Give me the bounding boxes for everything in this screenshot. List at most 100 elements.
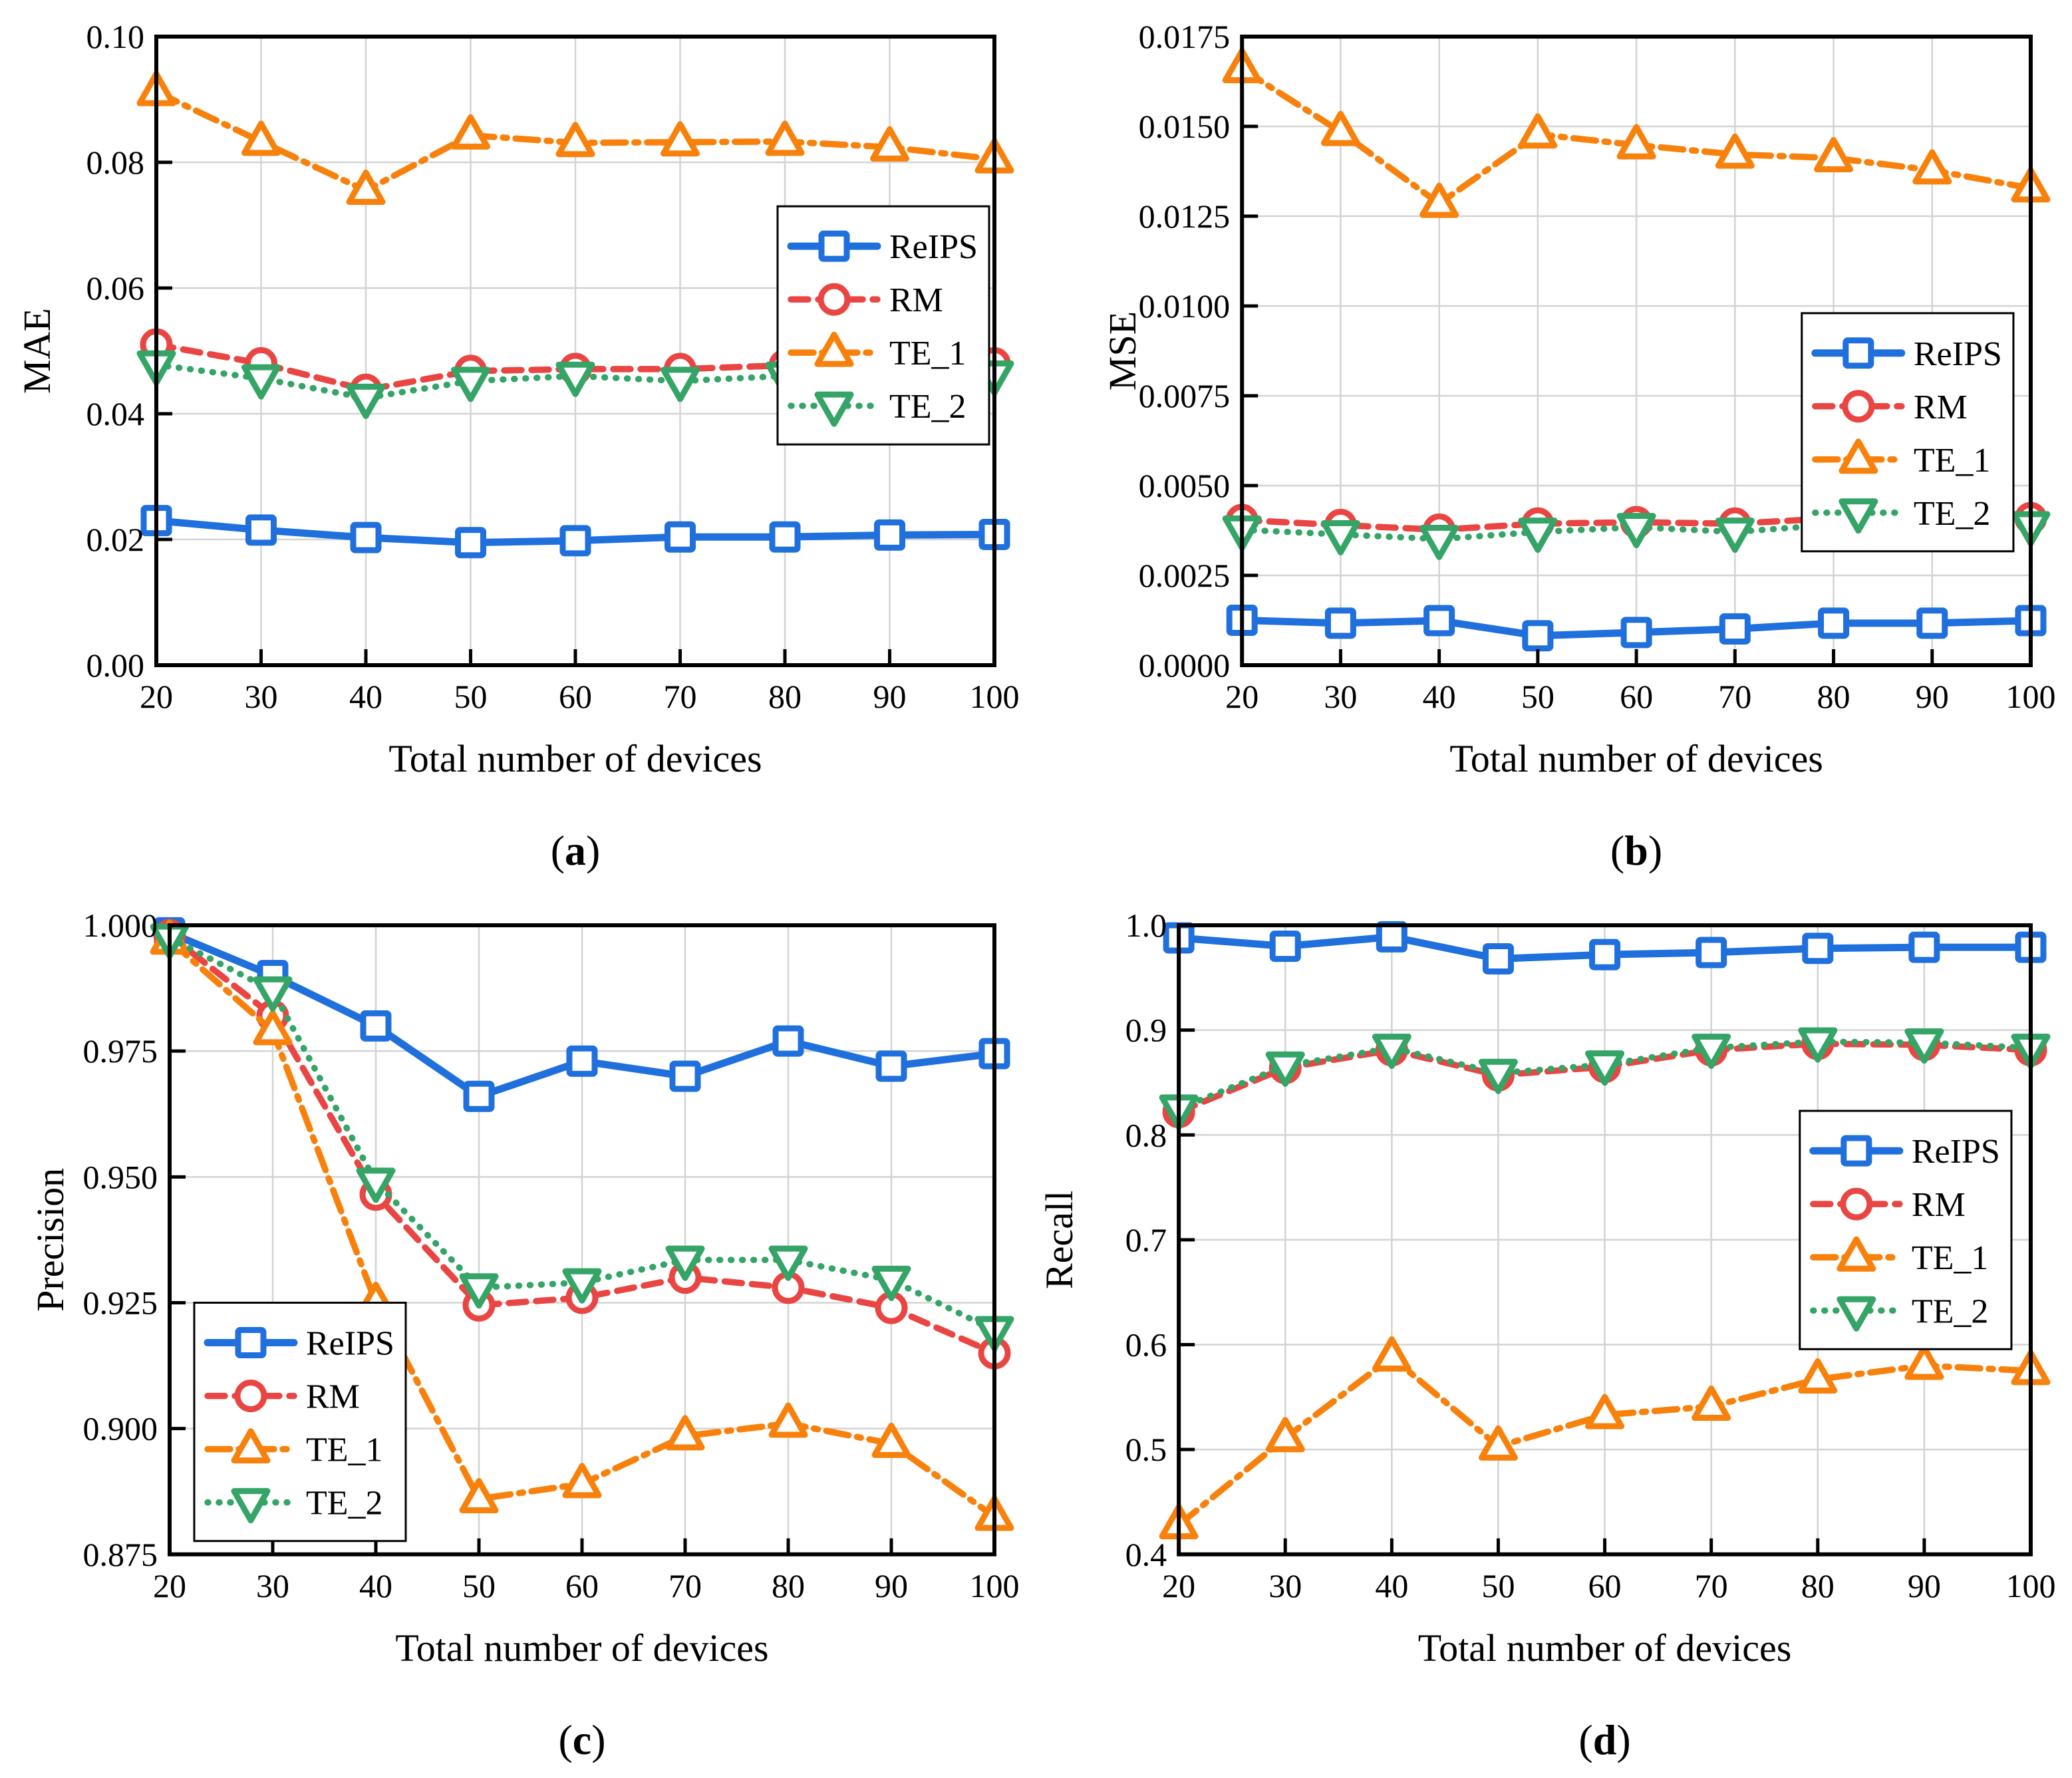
- marker-triangle-down: [871, 1265, 911, 1301]
- marker-square: [566, 1045, 598, 1077]
- marker-square: [1719, 613, 1751, 645]
- legend-label: ReIPS: [1914, 335, 2002, 373]
- y-tick-label: 0.0150: [1139, 108, 1231, 145]
- legend-marker-circle: [1842, 390, 1875, 423]
- marker-triangle-down: [1616, 513, 1656, 549]
- series-ReIPS: [1163, 921, 2047, 974]
- y-tick-label: 0.7: [1125, 1221, 1167, 1259]
- x-tick-label: 20: [140, 678, 173, 715]
- y-tick-label: 0.02: [86, 521, 145, 558]
- legend-item-TE_2: TE_2: [204, 1485, 382, 1524]
- marker-triangle-up: [1616, 124, 1656, 160]
- x-tick-label: 30: [245, 678, 278, 715]
- ticks: [1240, 35, 2033, 667]
- legend-marker-square: [818, 230, 850, 262]
- marker-square: [455, 527, 486, 559]
- x-axis-label: Total number of devices: [1449, 737, 1823, 780]
- x-tick-label: 90: [875, 1567, 908, 1604]
- ticks: [154, 35, 996, 667]
- marker-triangle-down: [1265, 1051, 1305, 1087]
- marker-triangle-down: [1585, 1050, 1625, 1086]
- legend-item-RM: RM: [204, 1378, 360, 1416]
- series-TE_1: [1159, 1336, 2051, 1540]
- marker-triangle-down: [253, 976, 293, 1012]
- x-tick-label: 60: [1620, 678, 1653, 715]
- x-tick-label: 60: [559, 678, 592, 715]
- marker-triangle-up: [1904, 1344, 1944, 1380]
- y-tick-label: 0.875: [83, 1536, 158, 1573]
- chart-precision: 20 30 40 50 60 70 80 90 100 0.875 0.900 0.925 0.950 0…: [29, 907, 1019, 1763]
- panel-a: 20 30 40 50 60 70 80 90 100 0.00 0.02 0.04 0.06 0.08 0…: [0, 0, 1036, 889]
- chart-mse: 20 30 40 50 60 70 80 90 100 0.0000 0.0025 0.0050 0.0…: [1101, 18, 2055, 874]
- y-tick-label: 0.8: [1125, 1116, 1167, 1153]
- legend-marker-triangle-down: [1837, 1296, 1876, 1332]
- panel-caption: (b): [1610, 827, 1662, 874]
- marker-triangle-down: [1904, 1028, 1944, 1064]
- plot-box: [1177, 923, 2033, 1556]
- marker-square: [1269, 931, 1301, 963]
- x-tick-label: 90: [1908, 1567, 1941, 1604]
- y-tick-label: 0.925: [83, 1284, 158, 1321]
- marker-triangle-up: [1419, 182, 1459, 218]
- legend-label: TE_1: [889, 335, 966, 372]
- marker-triangle-up: [555, 122, 595, 158]
- marker-triangle-down: [768, 1245, 808, 1281]
- marker-square: [559, 525, 591, 557]
- x-axis-label: Total number of devices: [388, 737, 762, 780]
- legend-item-RM: RM: [1811, 388, 1968, 426]
- marker-triangle-up: [451, 114, 490, 150]
- marker-square: [463, 1080, 495, 1112]
- y-tick-label: 0.06: [86, 269, 145, 307]
- legend-label: RM: [1912, 1186, 1966, 1224]
- series-TE_1: [1222, 48, 2051, 218]
- legend: ReIPS RM TE_1 TE_2: [776, 205, 990, 446]
- legend-marker-triangle-up: [231, 1428, 271, 1464]
- x-tick-label: 90: [873, 678, 907, 715]
- marker-triangle-down: [459, 1273, 499, 1309]
- legend-marker-triangle-down: [814, 391, 854, 427]
- y-tick-label: 0.00: [86, 647, 145, 684]
- panel-caption: (d): [1578, 1716, 1630, 1763]
- marker-triangle-up: [1912, 149, 1952, 185]
- y-tick-label: 0.10: [86, 18, 145, 55]
- legend-marker-circle: [817, 283, 851, 316]
- marker-triangle-up: [346, 170, 386, 206]
- x-tick-label: 30: [1324, 678, 1357, 715]
- marker-triangle-up: [665, 1415, 705, 1451]
- marker-square: [1522, 620, 1554, 652]
- marker-triangle-down: [1320, 519, 1360, 555]
- legend: ReIPS RM TE_1 TE_2: [1799, 1110, 2013, 1350]
- x-axis-label: Total number of devices: [1418, 1626, 1792, 1670]
- marker-triangle-up: [562, 1463, 602, 1499]
- panel-caption: (a): [551, 827, 601, 874]
- x-tick-label: 60: [1588, 1567, 1622, 1604]
- marker-triangle-up: [661, 121, 700, 157]
- panel-b: 20 30 40 50 60 70 80 90 100 0.0000 0.0025 0.0050 0.0…: [1036, 0, 2072, 889]
- y-tick-label: 0.04: [86, 395, 145, 432]
- marker-square: [669, 1060, 701, 1092]
- x-tick-label: 40: [349, 678, 382, 715]
- marker-triangle-up: [1692, 1385, 1731, 1421]
- x-tick-label: 100: [2005, 678, 2055, 715]
- x-tick-label: 50: [1521, 678, 1554, 715]
- x-tick-label: 20: [1225, 678, 1258, 715]
- legend-label: TE_1: [306, 1431, 382, 1469]
- marker-triangle-down: [1518, 518, 1558, 553]
- marker-triangle-up: [870, 126, 909, 162]
- legend-item-RM: RM: [788, 281, 943, 319]
- marker-triangle-up: [1518, 113, 1558, 149]
- marker-square: [1324, 607, 1356, 639]
- legend-marker-square: [235, 1326, 267, 1359]
- legend-item-TE_1: TE_1: [1809, 1236, 1988, 1277]
- x-tick-label: 40: [1423, 678, 1456, 715]
- marker-triangle-up: [1715, 133, 1755, 169]
- legend-label: ReIPS: [889, 228, 978, 266]
- series-TE_2: [150, 923, 1014, 1352]
- legend-label: TE_2: [1914, 495, 1991, 533]
- x-tick-label: 20: [153, 1567, 186, 1604]
- y-tick-label: 0.0025: [1139, 557, 1231, 594]
- x-tick-label: 90: [1916, 678, 1949, 715]
- x-tick-label: 30: [256, 1567, 289, 1604]
- marker-triangle-down: [555, 361, 595, 397]
- marker-triangle-down: [346, 383, 386, 419]
